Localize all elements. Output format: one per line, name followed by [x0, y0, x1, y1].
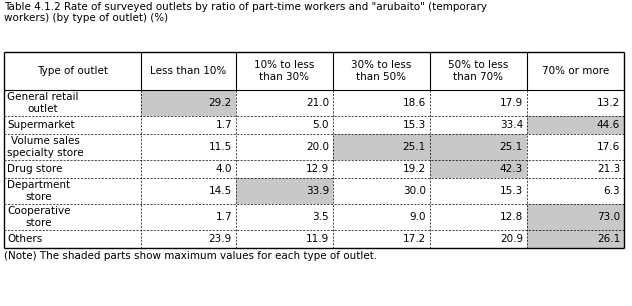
Text: 3.5: 3.5 — [312, 212, 329, 222]
Bar — [527, 230, 624, 248]
Bar — [4, 52, 141, 90]
Text: 9.0: 9.0 — [410, 212, 426, 222]
Text: 17.6: 17.6 — [597, 142, 620, 152]
Text: 42.3: 42.3 — [500, 164, 523, 174]
Text: Less than 10%: Less than 10% — [150, 66, 227, 76]
Bar — [333, 204, 430, 230]
Text: 21.0: 21.0 — [306, 98, 329, 108]
Text: (Note) The shaded parts show maximum values for each type of outlet.: (Note) The shaded parts show maximum val… — [4, 251, 377, 261]
Text: 12.9: 12.9 — [306, 164, 329, 174]
Text: 18.6: 18.6 — [403, 98, 426, 108]
Bar — [333, 90, 430, 116]
Text: Drug store: Drug store — [7, 164, 63, 174]
Bar — [430, 116, 527, 134]
Bar — [430, 204, 527, 230]
Text: 50% to less
than 70%: 50% to less than 70% — [448, 60, 509, 82]
Text: 25.1: 25.1 — [403, 142, 426, 152]
Text: 73.0: 73.0 — [597, 212, 620, 222]
Bar — [527, 116, 624, 134]
Bar — [141, 134, 236, 160]
Bar — [333, 160, 430, 178]
Bar — [141, 204, 236, 230]
Bar — [527, 52, 624, 90]
Text: 12.8: 12.8 — [500, 212, 523, 222]
Bar — [430, 52, 527, 90]
Bar — [430, 160, 527, 178]
Bar — [430, 134, 527, 160]
Text: Volume sales
specialty store: Volume sales specialty store — [7, 136, 83, 158]
Bar — [236, 116, 333, 134]
Bar — [333, 52, 430, 90]
Text: 44.6: 44.6 — [597, 120, 620, 130]
Text: 70% or more: 70% or more — [542, 66, 609, 76]
Text: 4.0: 4.0 — [216, 164, 232, 174]
Text: workers) (by type of outlet) (%): workers) (by type of outlet) (%) — [4, 13, 168, 23]
Text: 6.3: 6.3 — [604, 186, 620, 196]
Text: 5.0: 5.0 — [312, 120, 329, 130]
Bar — [141, 178, 236, 204]
Text: 10% to less
than 30%: 10% to less than 30% — [254, 60, 315, 82]
Bar — [141, 116, 236, 134]
Text: 33.4: 33.4 — [500, 120, 523, 130]
Text: 20.9: 20.9 — [500, 234, 523, 244]
Bar — [527, 90, 624, 116]
Bar — [527, 178, 624, 204]
Bar — [527, 134, 624, 160]
Text: Type of outlet: Type of outlet — [37, 66, 108, 76]
Text: 33.9: 33.9 — [306, 186, 329, 196]
Bar — [527, 160, 624, 178]
Text: 13.2: 13.2 — [597, 98, 620, 108]
Bar — [4, 116, 141, 134]
Bar — [236, 160, 333, 178]
Text: 19.2: 19.2 — [403, 164, 426, 174]
Bar — [4, 134, 141, 160]
Text: 21.3: 21.3 — [597, 164, 620, 174]
Bar — [141, 160, 236, 178]
Text: Supermarket: Supermarket — [7, 120, 75, 130]
Text: 29.2: 29.2 — [209, 98, 232, 108]
Text: General retail
outlet: General retail outlet — [7, 92, 78, 114]
Bar — [430, 90, 527, 116]
Bar — [236, 52, 333, 90]
Text: 25.1: 25.1 — [500, 142, 523, 152]
Bar — [333, 134, 430, 160]
Bar — [141, 52, 236, 90]
Bar — [430, 230, 527, 248]
Bar — [4, 230, 141, 248]
Text: 11.5: 11.5 — [209, 142, 232, 152]
Text: 23.9: 23.9 — [209, 234, 232, 244]
Bar — [236, 134, 333, 160]
Text: 11.9: 11.9 — [306, 234, 329, 244]
Text: 14.5: 14.5 — [209, 186, 232, 196]
Bar — [236, 178, 333, 204]
Bar — [333, 230, 430, 248]
Text: 15.3: 15.3 — [500, 186, 523, 196]
Text: Department
store: Department store — [7, 180, 70, 202]
Bar — [236, 204, 333, 230]
Text: 30.0: 30.0 — [403, 186, 426, 196]
Bar — [236, 230, 333, 248]
Bar — [4, 90, 141, 116]
Bar — [4, 160, 141, 178]
Bar — [236, 90, 333, 116]
Bar — [141, 90, 236, 116]
Bar — [333, 178, 430, 204]
Text: 1.7: 1.7 — [216, 212, 232, 222]
Text: 17.2: 17.2 — [403, 234, 426, 244]
Text: Cooperative
store: Cooperative store — [7, 206, 71, 228]
Bar — [141, 230, 236, 248]
Text: 30% to less
than 50%: 30% to less than 50% — [351, 60, 411, 82]
Text: Table 4.1.2 Rate of surveyed outlets by ratio of part-time workers and "arubaito: Table 4.1.2 Rate of surveyed outlets by … — [4, 2, 487, 12]
Bar — [4, 204, 141, 230]
Text: 1.7: 1.7 — [216, 120, 232, 130]
Text: 15.3: 15.3 — [403, 120, 426, 130]
Bar — [430, 178, 527, 204]
Bar — [333, 116, 430, 134]
Text: 20.0: 20.0 — [306, 142, 329, 152]
Bar — [527, 204, 624, 230]
Text: 26.1: 26.1 — [597, 234, 620, 244]
Bar — [4, 178, 141, 204]
Text: Others: Others — [7, 234, 42, 244]
Text: 17.9: 17.9 — [500, 98, 523, 108]
